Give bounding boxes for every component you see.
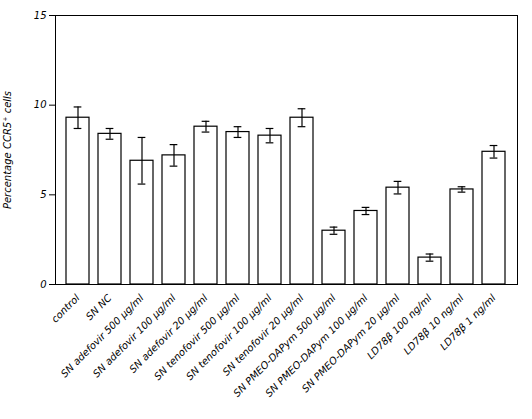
svg-text:SN PMEO-DAPym 500 µg/ml: SN PMEO-DAPym 500 µg/ml [231,292,338,399]
svg-text:LD78β 10 ng/ml: LD78β 10 ng/ml [401,292,466,357]
svg-text:SN NC: SN NC [84,292,114,322]
svg-text:10: 10 [34,99,47,110]
svg-text:0: 0 [40,279,46,290]
svg-text:SN PMEO-DAPym 100 µg/ml: SN PMEO-DAPym 100 µg/ml [263,292,370,399]
svg-text:LD78β 1 ng/ml: LD78β 1 ng/ml [438,292,498,352]
svg-text:5: 5 [40,189,46,200]
svg-text:SN tenofovir 500 µg/ml: SN tenofovir 500 µg/ml [151,292,242,383]
svg-text:SN tenofovir 100 µg/ml: SN tenofovir 100 µg/ml [183,292,274,383]
svg-text:SN adefovir 500 µg/ml: SN adefovir 500 µg/ml [58,292,146,380]
svg-text:15: 15 [34,10,47,21]
svg-text:SN adefovir 20 µg/ml: SN adefovir 20 µg/ml [127,292,210,375]
svg-text:LD78β 100 ng/ml: LD78β 100 ng/ml [364,292,434,362]
svg-text:control: control [49,292,82,325]
svg-text:SN adefovir 100 µg/ml: SN adefovir 100 µg/ml [90,292,178,380]
svg-text:Percentage CCR5⁺ cells: Percentage CCR5⁺ cells [2,91,13,209]
svg-text:SN tenofovir 20 µg/ml: SN tenofovir 20 µg/ml [220,292,306,378]
svg-text:SN PMEO-DAPym 20 µg/ml: SN PMEO-DAPym 20 µg/ml [299,292,402,395]
